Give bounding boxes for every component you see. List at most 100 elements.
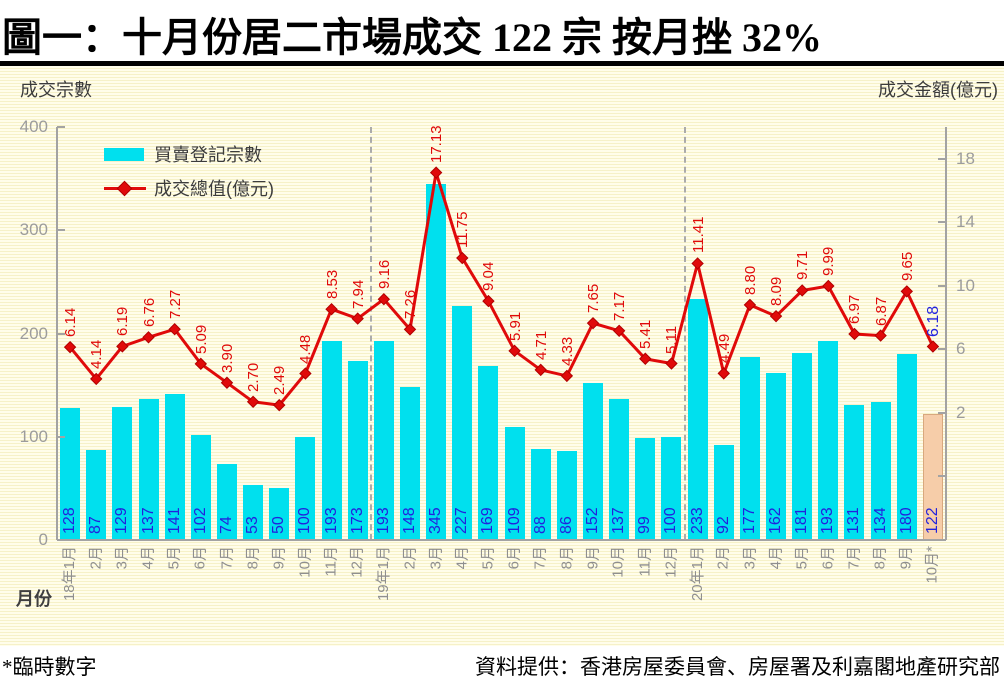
right-axis-tick xyxy=(938,284,946,287)
line-value-label: 9.99 xyxy=(820,246,838,276)
line-marker-diamond xyxy=(456,251,469,265)
legend-bar-label: 買賣登記宗數 xyxy=(154,145,262,165)
bar-value-label: 86 xyxy=(557,516,575,534)
line-marker-diamond xyxy=(848,327,861,341)
line-marker-diamond xyxy=(508,344,521,358)
right-axis-title: 成交金額(億元) xyxy=(878,80,998,100)
line-value-label: 7.65 xyxy=(585,283,602,314)
bar-value-label: 181 xyxy=(793,507,811,534)
x-tick-label: 10月 xyxy=(610,546,628,578)
x-tick-label: 5月 xyxy=(165,546,183,570)
left-axis-tick xyxy=(57,539,65,541)
x-axis-title: 月份 xyxy=(16,589,52,609)
line-value-label: 7.94 xyxy=(349,279,367,309)
right-axis-line xyxy=(945,127,947,540)
bar-9月 xyxy=(269,488,290,540)
legend-item-bars: 買賣登記宗數 xyxy=(104,142,274,166)
right-axis-tick-label: 6 xyxy=(956,339,966,359)
x-tick-label: 3月 xyxy=(427,546,445,570)
line-value-label: 4.48 xyxy=(297,334,315,364)
data-source: 資料提供：香港房屋委員會、房屋署及利嘉閣地產研究部 xyxy=(475,655,1000,679)
line-value-label: 7.17 xyxy=(611,291,629,321)
line-marker-diamond xyxy=(560,369,574,383)
left-axis-tick-label: 100 xyxy=(19,426,48,446)
left-axis-tick xyxy=(57,126,65,128)
line-marker-diamond xyxy=(325,302,338,316)
line-marker-diamond xyxy=(116,340,129,353)
bar-6月 xyxy=(190,434,211,540)
line-marker-diamond xyxy=(900,285,913,298)
x-tick-label: 7月 xyxy=(217,546,235,570)
line-marker-diamond xyxy=(142,331,155,344)
left-axis-tick xyxy=(57,435,65,438)
line-value-label: 8.53 xyxy=(323,269,341,300)
bar-3月 xyxy=(426,183,447,540)
line-value-label: 9.16 xyxy=(375,259,393,290)
bar-4月 xyxy=(452,305,473,540)
legend-line-label: 成交總值(億元) xyxy=(154,179,274,199)
line-marker-diamond xyxy=(926,340,940,353)
x-tick-label: 4月 xyxy=(453,546,471,570)
line-value-label: 6.19 xyxy=(114,307,132,337)
right-axis-tick xyxy=(938,221,946,224)
line-marker-diamond xyxy=(874,329,887,342)
line-marker-diamond xyxy=(586,316,600,330)
x-tick-label: 2月 xyxy=(400,546,418,570)
bar-value-label: 180 xyxy=(897,507,915,534)
line-marker-diamond xyxy=(299,367,312,380)
x-tick-label: 6月 xyxy=(191,546,209,570)
line-value-label: 6.18 xyxy=(924,305,942,337)
x-tick-label: 4月 xyxy=(767,546,785,570)
bar-value-label: 193 xyxy=(374,507,392,534)
line-value-label: 8.80 xyxy=(741,265,759,295)
bar-value-label: 148 xyxy=(400,507,418,534)
x-tick-label: 18年1月 xyxy=(61,546,79,602)
bar-7月 xyxy=(216,463,237,540)
bar-12月 xyxy=(661,436,682,540)
x-tick-label: 4月 xyxy=(139,546,157,570)
line-marker-diamond xyxy=(220,376,234,389)
year-divider-line xyxy=(683,127,686,540)
bar-2月 xyxy=(399,387,420,540)
bar-3月 xyxy=(112,406,133,540)
bar-value-label: 53 xyxy=(244,516,262,534)
line-marker-diamond xyxy=(534,363,547,377)
line-value-label: 8.09 xyxy=(768,276,786,307)
bar-value-label: 169 xyxy=(479,507,497,534)
legend: 買賣登記宗數 成交總值(億元) xyxy=(104,142,274,210)
bar-value-label: 193 xyxy=(819,507,837,534)
bar-value-label: 99 xyxy=(636,516,654,534)
bar-value-label: 122 xyxy=(923,507,941,534)
bar-value-label: 193 xyxy=(322,507,340,534)
line-marker-diamond xyxy=(90,372,103,386)
left-axis-tick-label: 300 xyxy=(19,220,48,240)
x-tick-label: 8月 xyxy=(557,546,575,570)
x-tick-label: 6月 xyxy=(505,546,523,570)
line-value-label: 5.11 xyxy=(663,325,681,354)
line-marker-diamond xyxy=(429,166,443,179)
x-tick-label: 7月 xyxy=(845,546,863,570)
bar-7月 xyxy=(844,404,865,540)
chart-area: 成交宗數 成交金額(億元) 買賣登記宗數 成交總值(億元) 月份 128 18年1… xyxy=(0,66,1004,646)
right-axis-tick-label: 14 xyxy=(956,212,975,232)
line-value-label: 3.90 xyxy=(218,343,236,373)
bar-value-label: 134 xyxy=(871,507,889,534)
x-tick-label: 3月 xyxy=(113,546,131,570)
bar-4月 xyxy=(138,398,159,540)
line-value-label: 2.49 xyxy=(271,365,289,396)
bar-6月 xyxy=(504,427,525,540)
bar-8月 xyxy=(870,401,891,540)
right-axis-tick xyxy=(938,157,946,160)
line-marker-diamond xyxy=(403,323,417,336)
bar-swatch-icon xyxy=(104,147,144,161)
bar-5月 xyxy=(164,394,185,540)
title-bar: 圖一：十月份居二市場成交 122 宗 按月挫 32% xyxy=(0,0,1004,66)
line-swatch-icon xyxy=(104,180,146,197)
legend-item-line: 成交總值(億元) xyxy=(104,176,274,200)
bar-10月 xyxy=(295,436,316,540)
line-marker-diamond xyxy=(168,323,181,336)
right-axis-tick-label: 2 xyxy=(956,402,966,422)
x-tick-label: 7月 xyxy=(531,546,549,570)
bar-value-label: 88 xyxy=(531,516,549,534)
